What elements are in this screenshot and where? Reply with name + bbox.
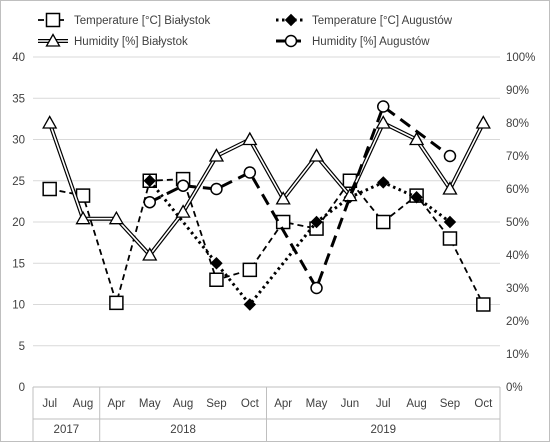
left-tick-label: 25 <box>12 176 25 188</box>
data-point <box>42 181 57 197</box>
series-3 <box>143 100 457 295</box>
legend-label: Temperature [°C] Białystok <box>74 15 211 27</box>
legend-item: Humidity [%] Augustów <box>276 34 430 48</box>
legend-item: Temperature [°C] Augustów <box>276 13 453 27</box>
x-tick-label: Oct <box>241 398 260 410</box>
x-tick-label: Apr <box>107 398 125 410</box>
legend-label: Humidity [%] Augustów <box>312 36 430 48</box>
legend-marker <box>45 12 61 28</box>
right-tick-label: 80% <box>506 118 529 130</box>
legend-label: Temperature [°C] Augustów <box>312 15 453 27</box>
data-point <box>175 204 191 218</box>
data-point <box>243 166 257 179</box>
x-axis: Jul Aug Apr May Aug Sep Oct Apr May Jun Jul Aug Sep O… <box>32 386 501 442</box>
data-point <box>176 179 190 192</box>
x-tick-label: Jun <box>341 398 360 410</box>
data-point <box>243 298 257 311</box>
data-point <box>375 115 391 129</box>
right-tick-label: 20% <box>506 316 529 328</box>
right-tick-label: 40% <box>506 250 529 262</box>
right-tick-label: 50% <box>506 217 529 229</box>
legend-item: Humidity [%] Białystok <box>38 33 188 48</box>
x-tick-label: Sep <box>440 398 460 410</box>
right-tick-label: 10% <box>506 349 529 361</box>
legend-marker <box>284 34 298 48</box>
data-point <box>142 247 158 261</box>
data-point <box>442 231 458 246</box>
left-tick-label: 5 <box>19 341 25 353</box>
left-axis-ticks: 0 5 10 15 20 25 30 35 40 <box>12 52 25 394</box>
right-tick-label: 0% <box>506 382 523 394</box>
right-tick-label: 90% <box>506 85 529 97</box>
data-point <box>310 281 323 295</box>
x-tick-label: Sep <box>206 398 226 410</box>
data-point <box>377 176 390 189</box>
data-point <box>108 210 125 225</box>
legend-marker <box>284 13 298 27</box>
data-point <box>242 262 258 278</box>
right-tick-label: 30% <box>506 283 529 295</box>
data-point <box>275 214 291 230</box>
x-tick-label: Aug <box>173 398 193 410</box>
series-2 <box>42 115 491 261</box>
x-tick-label: May <box>306 398 328 410</box>
legend: Temperature [°C] Białystok Temperature [°… <box>38 12 453 48</box>
data-point <box>442 181 458 195</box>
series-line <box>148 179 451 306</box>
series-layer <box>42 100 491 312</box>
data-point <box>209 272 224 287</box>
right-tick-label: 70% <box>506 151 529 163</box>
data-point <box>475 115 491 129</box>
right-axis-ticks: 0% 10% 20% 30% 40% 50% 60% 70% 80% 90% 100% <box>506 52 535 394</box>
x-tick-label: Aug <box>406 398 426 410</box>
data-point <box>75 210 91 225</box>
data-point <box>377 100 390 113</box>
legend-item: Temperature [°C] Białystok <box>38 12 211 28</box>
legend-marker <box>45 33 61 47</box>
data-point <box>42 115 58 129</box>
left-tick-label: 0 <box>19 382 25 394</box>
left-tick-label: 30 <box>12 135 25 147</box>
data-point <box>410 191 423 204</box>
left-tick-label: 10 <box>12 300 25 312</box>
data-point <box>408 131 425 146</box>
x-tick-label: Oct <box>474 398 493 410</box>
x-tick-label: Jul <box>42 398 57 410</box>
left-tick-label: 40 <box>12 52 25 64</box>
x-tick-label: Aug <box>73 398 93 410</box>
x-tick-label: Apr <box>274 398 292 410</box>
data-point <box>143 195 156 209</box>
data-point <box>275 191 291 205</box>
data-point <box>208 148 225 162</box>
right-tick-label: 60% <box>506 184 529 196</box>
year-label: 2017 <box>54 424 80 436</box>
left-tick-label: 35 <box>12 93 25 105</box>
x-tick-label: May <box>139 398 161 410</box>
data-point <box>242 131 258 146</box>
data-point <box>476 297 491 312</box>
data-point <box>443 215 457 229</box>
data-point <box>310 215 323 229</box>
left-tick-label: 15 <box>12 258 25 270</box>
data-point <box>210 182 223 196</box>
series-line-inner <box>48 122 485 256</box>
series-0 <box>42 171 491 312</box>
right-tick-label: 100% <box>506 52 535 64</box>
data-point <box>376 214 391 230</box>
data-point <box>308 148 325 162</box>
data-point <box>210 257 223 270</box>
year-label: 2018 <box>170 424 196 436</box>
year-label: 2019 <box>370 424 396 436</box>
data-point <box>109 295 124 311</box>
x-tick-label: Jul <box>376 398 391 410</box>
data-point <box>143 174 156 187</box>
legend-label: Humidity [%] Białystok <box>74 36 188 48</box>
left-tick-label: 20 <box>12 217 25 229</box>
gridlines <box>33 56 500 388</box>
data-point <box>443 149 457 163</box>
